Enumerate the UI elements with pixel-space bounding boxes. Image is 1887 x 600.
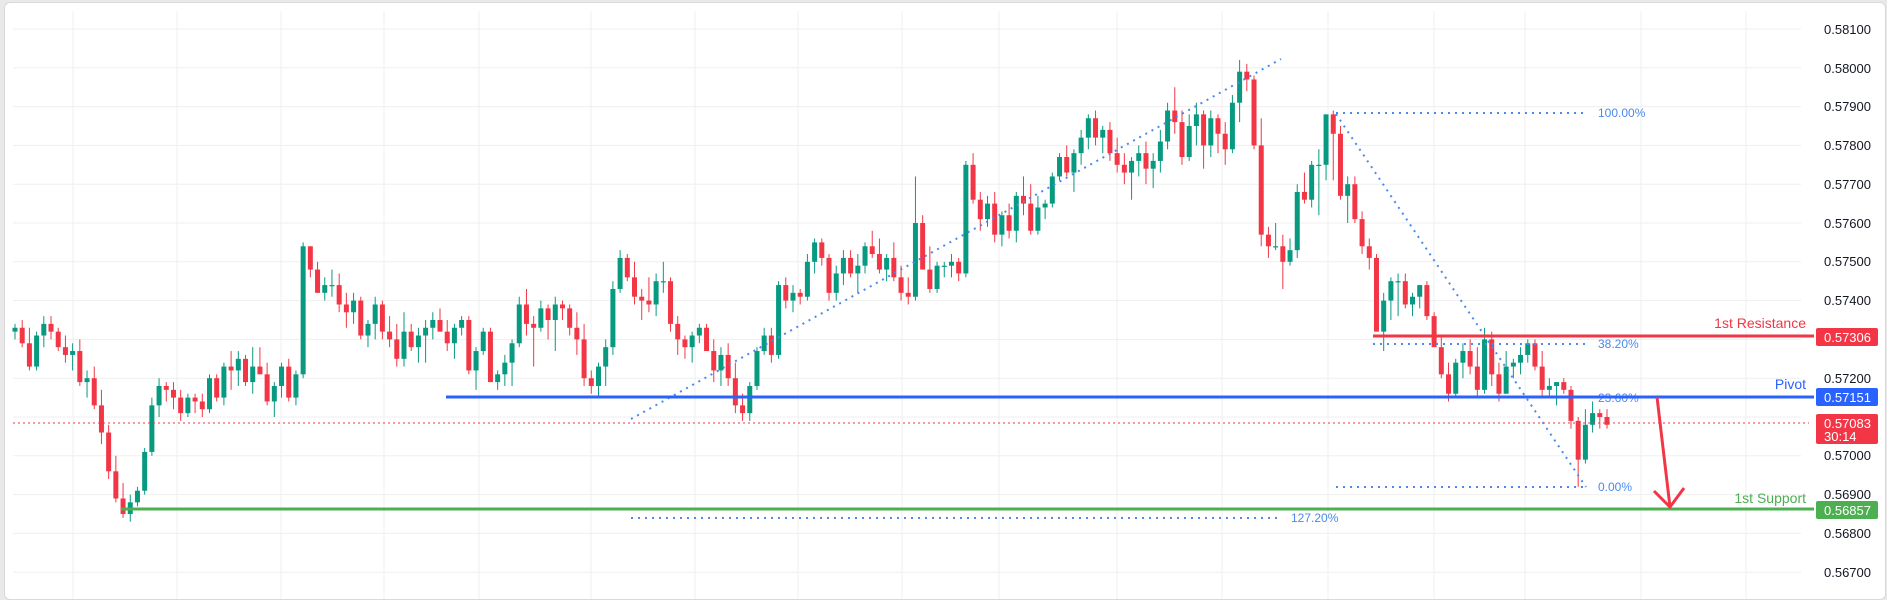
chart-card: 100.00% 38.20% 23.60% 0.00% 127.20% 1st … [4,2,1886,600]
resistance-price-tag: 0.57306 [1816,328,1878,346]
svg-text:0.57306: 0.57306 [1824,330,1871,345]
axis-tick-label: 0.58000 [1824,61,1871,76]
support-price-tag: 0.56857 [1816,501,1878,519]
trendline-up[interactable] [630,58,1282,420]
resistance-label: 1st Resistance [1714,315,1806,331]
svg-text:0.56857: 0.56857 [1824,503,1871,518]
axis-tick-label: 0.57600 [1824,216,1871,231]
bar-countdown: 30:14 [1824,429,1857,444]
candlestick-series [12,60,1610,522]
grid-lines [13,11,1801,599]
fib-label-1272: 127.20% [1291,511,1339,525]
axis-tick-label: 0.57200 [1824,371,1871,386]
fib-label-100: 100.00% [1598,106,1646,120]
axis-tick-label: 0.57400 [1824,293,1871,308]
axis-tick-label: 0.57800 [1824,138,1871,153]
current-price-tag: 0.57083 30:14 [1816,414,1878,444]
fib-label-0: 0.00% [1598,480,1632,494]
axis-tick-label: 0.58100 [1824,22,1871,37]
svg-text:0.57083: 0.57083 [1824,416,1871,431]
support-label: 1st Support [1734,490,1806,506]
svg-text:0.57151: 0.57151 [1824,390,1871,405]
axis-tick-label: 0.57900 [1824,99,1871,114]
fib-retracement[interactable]: 100.00% 38.20% 23.60% 0.00% 127.20% [631,106,1646,525]
axis-tick-label: 0.56700 [1824,565,1871,580]
pivot-price-tag: 0.57151 [1816,388,1878,406]
down-arrow-icon [1652,396,1686,510]
fib-label-382: 38.20% [1598,337,1639,351]
price-axis[interactable]: 0.58100 0.58000 0.57900 0.57800 0.57700 0.576… [1824,22,1871,580]
axis-tick-label: 0.56800 [1824,526,1871,541]
axis-tick-label: 0.57000 [1824,448,1871,463]
price-chart[interactable]: 100.00% 38.20% 23.60% 0.00% 127.20% 1st … [5,3,1886,600]
axis-tick-label: 0.57700 [1824,177,1871,192]
axis-tick-label: 0.57500 [1824,254,1871,269]
axis-tick-label: 0.56900 [1824,487,1871,502]
pivot-label: Pivot [1775,376,1806,392]
